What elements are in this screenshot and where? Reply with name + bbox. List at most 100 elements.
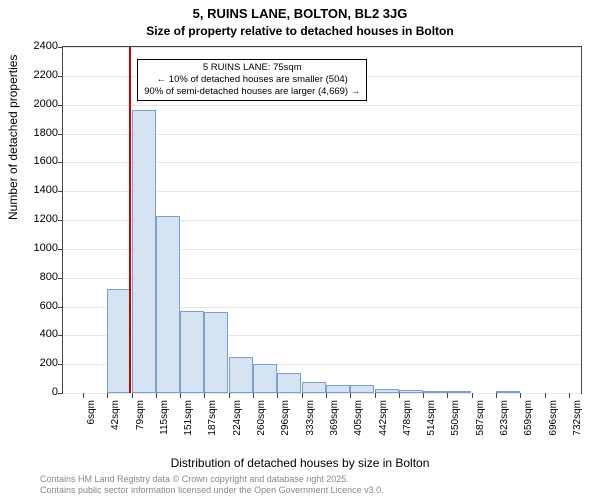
histogram-bar: [204, 312, 228, 393]
histogram-bar: [180, 311, 204, 393]
histogram-bar: [277, 373, 301, 393]
y-tick-mark: [58, 47, 63, 48]
y-tick-mark: [58, 162, 63, 163]
y-tick-label: 800: [18, 271, 58, 283]
x-tick-mark: [447, 393, 448, 398]
chart-title-sub: Size of property relative to detached ho…: [0, 24, 600, 38]
histogram-bar: [350, 385, 374, 393]
x-tick-label: 6sqm: [86, 400, 97, 424]
y-tick-label: 1600: [18, 155, 58, 167]
x-tick-mark: [496, 393, 497, 398]
x-tick-label: 369sqm: [329, 400, 340, 436]
histogram-bar: [156, 216, 180, 393]
x-tick-mark: [375, 393, 376, 398]
y-tick-mark: [58, 393, 63, 394]
x-tick-label: 587sqm: [475, 400, 486, 436]
x-tick-mark: [277, 393, 278, 398]
gridline: [63, 393, 581, 394]
histogram-bar: [375, 389, 399, 393]
histogram-bar: [132, 110, 156, 393]
x-tick-label: 514sqm: [426, 400, 437, 436]
y-tick-label: 1000: [18, 242, 58, 254]
y-tick-mark: [58, 307, 63, 308]
y-tick-label: 1400: [18, 184, 58, 196]
y-tick-mark: [58, 364, 63, 365]
footer-credits: Contains HM Land Registry data © Crown c…: [40, 474, 384, 496]
annotation-box: 5 RUINS LANE: 75sqm ← 10% of detached ho…: [137, 59, 367, 101]
y-tick-label: 2400: [18, 40, 58, 52]
annotation-line-2: ← 10% of detached houses are smaller (50…: [144, 74, 360, 86]
x-tick-label: 659sqm: [523, 400, 534, 436]
histogram-bar: [253, 364, 277, 393]
x-tick-mark: [229, 393, 230, 398]
x-tick-label: 732sqm: [572, 400, 583, 436]
x-tick-mark: [180, 393, 181, 398]
y-tick-label: 0: [18, 386, 58, 398]
x-tick-label: 442sqm: [378, 400, 389, 436]
histogram-bar: [326, 385, 350, 393]
histogram-bar: [229, 357, 253, 393]
x-tick-mark: [302, 393, 303, 398]
x-axis-label: Distribution of detached houses by size …: [0, 456, 600, 470]
x-tick-label: 42sqm: [110, 400, 121, 430]
histogram-bar: [496, 391, 520, 393]
x-tick-mark: [107, 393, 108, 398]
x-tick-mark: [545, 393, 546, 398]
y-tick-label: 200: [18, 357, 58, 369]
y-tick-label: 1800: [18, 127, 58, 139]
y-tick-mark: [58, 191, 63, 192]
y-tick-mark: [58, 335, 63, 336]
x-tick-mark: [132, 393, 133, 398]
x-tick-mark: [204, 393, 205, 398]
y-tick-label: 400: [18, 328, 58, 340]
x-tick-mark: [156, 393, 157, 398]
x-tick-mark: [569, 393, 570, 398]
annotation-line-3: 90% of semi-detached houses are larger (…: [144, 86, 360, 98]
x-tick-mark: [520, 393, 521, 398]
annotation-line-1: 5 RUINS LANE: 75sqm: [144, 62, 360, 74]
gridline: [63, 47, 581, 48]
x-tick-label: 623sqm: [499, 400, 510, 436]
gridline: [63, 105, 581, 106]
y-tick-mark: [58, 220, 63, 221]
property-size-histogram: 5, RUINS LANE, BOLTON, BL2 3JG Size of p…: [0, 0, 600, 500]
y-tick-mark: [58, 278, 63, 279]
x-tick-label: 296sqm: [280, 400, 291, 436]
chart-title-main: 5, RUINS LANE, BOLTON, BL2 3JG: [0, 6, 600, 21]
y-tick-label: 2000: [18, 98, 58, 110]
x-tick-mark: [472, 393, 473, 398]
x-tick-label: 115sqm: [159, 400, 170, 435]
x-tick-mark: [423, 393, 424, 398]
x-tick-mark: [326, 393, 327, 398]
y-tick-mark: [58, 249, 63, 250]
footer-line-1: Contains HM Land Registry data © Crown c…: [40, 474, 384, 485]
histogram-bar: [399, 390, 423, 393]
x-tick-label: 224sqm: [232, 400, 243, 436]
histogram-bar: [107, 289, 131, 393]
x-tick-mark: [253, 393, 254, 398]
x-tick-label: 79sqm: [135, 400, 146, 430]
x-tick-mark: [83, 393, 84, 398]
footer-line-2: Contains public sector information licen…: [40, 485, 384, 496]
x-tick-mark: [399, 393, 400, 398]
x-tick-label: 333sqm: [305, 400, 316, 436]
histogram-bar: [423, 391, 447, 393]
y-tick-label: 1200: [18, 213, 58, 225]
x-tick-mark: [350, 393, 351, 398]
property-marker-line: [129, 47, 131, 393]
y-tick-mark: [58, 76, 63, 77]
x-tick-label: 405sqm: [353, 400, 364, 436]
x-tick-label: 696sqm: [548, 400, 559, 436]
x-tick-label: 550sqm: [450, 400, 461, 436]
y-tick-label: 600: [18, 300, 58, 312]
y-tick-mark: [58, 105, 63, 106]
y-tick-label: 2200: [18, 69, 58, 81]
y-tick-mark: [58, 134, 63, 135]
x-tick-label: 260sqm: [256, 400, 267, 436]
x-tick-label: 151sqm: [183, 400, 194, 436]
x-tick-label: 187sqm: [207, 400, 218, 436]
histogram-bar: [302, 382, 326, 393]
plot-area: 5 RUINS LANE: 75sqm ← 10% of detached ho…: [62, 46, 582, 394]
x-tick-label: 478sqm: [402, 400, 413, 436]
histogram-bar: [447, 391, 471, 393]
